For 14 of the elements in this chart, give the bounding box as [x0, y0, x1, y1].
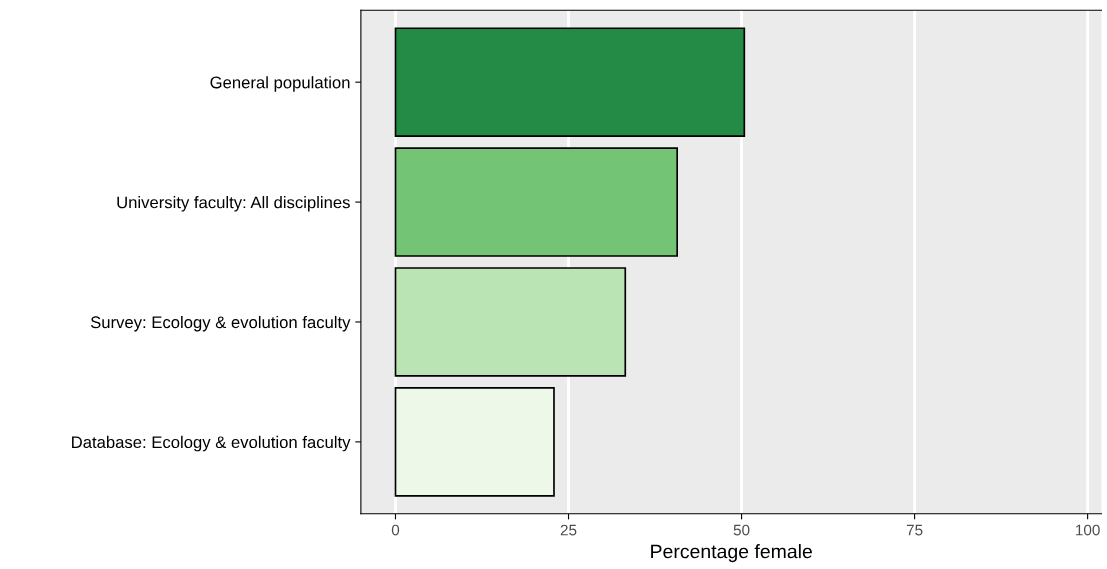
x-tick-label: 0	[391, 524, 400, 536]
bar	[394, 387, 555, 497]
x-tick-label: 25	[560, 524, 577, 536]
x-tick-label: 100	[1076, 524, 1100, 536]
y-tick-label: Database: Ecology & evolution faculty	[72, 435, 351, 452]
bar	[394, 267, 627, 377]
y-tick-label: General population	[210, 76, 350, 92]
y-tick-label: Survey: Ecology & evolution faculty	[90, 315, 351, 332]
x-tick-label: 75	[906, 524, 923, 536]
x-tick-label: 50	[733, 524, 750, 536]
bar	[394, 27, 746, 137]
bar	[394, 147, 679, 257]
x-axis-title: Percentage female	[651, 544, 812, 563]
y-tick-label: University faculty: All disciplines	[117, 196, 350, 212]
